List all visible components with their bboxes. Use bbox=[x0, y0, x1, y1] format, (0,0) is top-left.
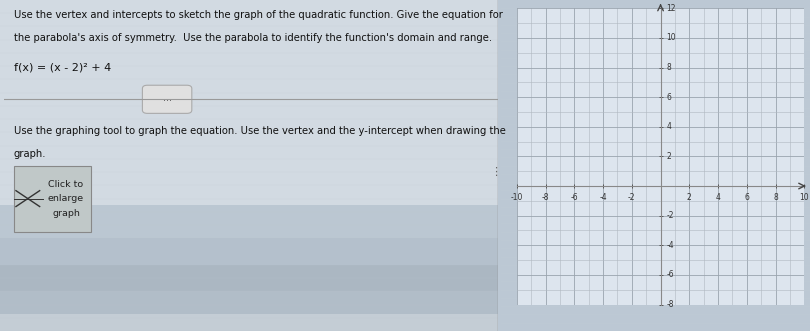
Text: -6: -6 bbox=[667, 270, 674, 279]
Bar bbox=[14, 166, 91, 232]
Text: 6: 6 bbox=[744, 193, 749, 203]
Bar bbox=[0, 265, 498, 291]
Bar bbox=[0, 205, 498, 331]
Text: enlarge: enlarge bbox=[48, 194, 84, 203]
Text: Use the graphing tool to graph the equation. Use the vertex and the y-intercept : Use the graphing tool to graph the equat… bbox=[14, 126, 505, 136]
Text: -8: -8 bbox=[542, 193, 549, 203]
Text: -6: -6 bbox=[570, 193, 578, 203]
Text: f(x) = (x - 2)² + 4: f(x) = (x - 2)² + 4 bbox=[14, 63, 111, 73]
Text: graph.: graph. bbox=[14, 149, 46, 159]
Text: 8: 8 bbox=[667, 63, 671, 72]
Text: -2: -2 bbox=[667, 211, 674, 220]
Text: -8: -8 bbox=[667, 300, 674, 309]
Text: 10: 10 bbox=[667, 33, 676, 42]
Text: 12: 12 bbox=[667, 4, 676, 13]
Text: -4: -4 bbox=[599, 193, 607, 203]
Text: the parabola's axis of symmetry.  Use the parabola to identify the function's do: the parabola's axis of symmetry. Use the… bbox=[14, 33, 492, 43]
Text: Use the vertex and intercepts to sketch the graph of the quadratic function. Giv: Use the vertex and intercepts to sketch … bbox=[14, 10, 503, 20]
Text: -2: -2 bbox=[628, 193, 636, 203]
Text: graph: graph bbox=[52, 209, 80, 218]
Bar bbox=[0, 205, 498, 238]
Text: ⋮: ⋮ bbox=[490, 167, 501, 177]
Text: 4: 4 bbox=[715, 193, 721, 203]
Text: -4: -4 bbox=[667, 241, 674, 250]
Text: ...: ... bbox=[163, 93, 172, 103]
FancyBboxPatch shape bbox=[143, 85, 192, 113]
Text: 6: 6 bbox=[667, 93, 671, 102]
Text: 4: 4 bbox=[667, 122, 671, 131]
Bar bbox=[0, 291, 498, 314]
Text: Click to: Click to bbox=[49, 179, 83, 189]
Bar bbox=[0, 314, 498, 331]
Bar bbox=[0, 0, 498, 205]
Text: -10: -10 bbox=[510, 193, 523, 203]
Bar bbox=[0, 238, 498, 265]
Text: 8: 8 bbox=[774, 193, 778, 203]
Text: 2: 2 bbox=[667, 152, 671, 161]
Text: 2: 2 bbox=[687, 193, 692, 203]
Text: 10: 10 bbox=[799, 193, 809, 203]
